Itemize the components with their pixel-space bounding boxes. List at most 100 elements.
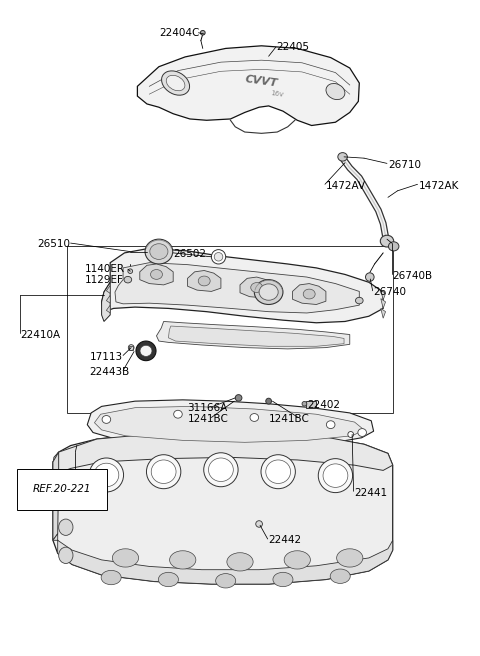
Ellipse shape: [388, 242, 399, 251]
Polygon shape: [53, 431, 393, 473]
Ellipse shape: [128, 344, 134, 350]
Ellipse shape: [266, 398, 272, 404]
Ellipse shape: [59, 547, 73, 564]
Polygon shape: [140, 264, 173, 285]
Polygon shape: [137, 46, 360, 125]
Text: CVVT: CVVT: [244, 74, 278, 89]
Ellipse shape: [94, 463, 119, 487]
Text: 1241BC: 1241BC: [269, 414, 310, 424]
Ellipse shape: [251, 283, 263, 293]
Text: 22404C: 22404C: [159, 28, 199, 38]
Ellipse shape: [174, 410, 182, 418]
Text: 26740: 26740: [373, 287, 407, 297]
Polygon shape: [53, 431, 393, 584]
Polygon shape: [292, 283, 326, 304]
Ellipse shape: [256, 521, 263, 527]
Text: 1129EF: 1129EF: [85, 275, 124, 285]
Ellipse shape: [102, 415, 111, 423]
Ellipse shape: [326, 420, 335, 428]
Ellipse shape: [259, 284, 278, 300]
Polygon shape: [381, 298, 385, 308]
Polygon shape: [102, 282, 110, 321]
Polygon shape: [107, 285, 110, 293]
Ellipse shape: [336, 549, 363, 567]
Ellipse shape: [358, 428, 366, 436]
Ellipse shape: [235, 395, 242, 401]
Ellipse shape: [200, 30, 205, 35]
Ellipse shape: [365, 273, 374, 281]
Text: 26740B: 26740B: [393, 271, 433, 281]
Text: 1241BC: 1241BC: [188, 414, 228, 424]
Polygon shape: [53, 452, 59, 541]
Ellipse shape: [356, 297, 363, 304]
Polygon shape: [107, 295, 110, 303]
Ellipse shape: [211, 250, 226, 264]
Ellipse shape: [208, 458, 233, 482]
Ellipse shape: [150, 244, 168, 259]
Text: 26502: 26502: [173, 249, 206, 259]
Polygon shape: [381, 290, 385, 300]
Ellipse shape: [318, 459, 353, 493]
Ellipse shape: [89, 458, 123, 492]
Text: 22442: 22442: [269, 535, 302, 545]
Ellipse shape: [380, 236, 394, 247]
Ellipse shape: [302, 401, 307, 406]
Text: 22410A: 22410A: [21, 329, 60, 340]
Ellipse shape: [151, 460, 176, 483]
Ellipse shape: [204, 453, 238, 487]
Polygon shape: [240, 277, 274, 298]
Ellipse shape: [198, 276, 210, 286]
Ellipse shape: [326, 83, 345, 100]
Ellipse shape: [250, 413, 259, 421]
Ellipse shape: [214, 253, 223, 261]
Text: 1472AK: 1472AK: [419, 180, 459, 191]
Ellipse shape: [59, 489, 73, 506]
Polygon shape: [95, 406, 364, 442]
Text: 17113: 17113: [90, 352, 123, 361]
Ellipse shape: [128, 269, 132, 274]
Text: 22405: 22405: [276, 42, 309, 52]
Text: 22441: 22441: [355, 487, 388, 498]
Ellipse shape: [136, 341, 156, 361]
Ellipse shape: [216, 573, 236, 588]
Text: 1140ER: 1140ER: [85, 264, 125, 274]
Text: 16v: 16v: [270, 91, 284, 98]
Ellipse shape: [162, 71, 190, 95]
Ellipse shape: [59, 519, 73, 535]
Polygon shape: [306, 401, 316, 407]
Ellipse shape: [146, 455, 181, 489]
Ellipse shape: [124, 276, 132, 283]
Polygon shape: [115, 262, 360, 313]
Ellipse shape: [158, 572, 179, 586]
Ellipse shape: [284, 551, 311, 569]
Ellipse shape: [261, 455, 295, 489]
Ellipse shape: [330, 569, 350, 583]
Polygon shape: [87, 400, 373, 447]
Ellipse shape: [166, 75, 185, 91]
Text: 1472AV: 1472AV: [326, 180, 366, 191]
Polygon shape: [102, 249, 383, 323]
Ellipse shape: [101, 570, 121, 584]
Ellipse shape: [145, 239, 173, 264]
Ellipse shape: [323, 464, 348, 487]
Ellipse shape: [227, 553, 253, 571]
Text: 22443B: 22443B: [90, 367, 130, 377]
Polygon shape: [107, 305, 110, 313]
Text: REF.20-221: REF.20-221: [33, 484, 91, 495]
Polygon shape: [53, 534, 393, 584]
Ellipse shape: [266, 460, 290, 483]
Ellipse shape: [348, 432, 354, 438]
Text: 31166A: 31166A: [188, 403, 228, 413]
Polygon shape: [381, 308, 385, 318]
Ellipse shape: [303, 289, 315, 299]
Ellipse shape: [254, 279, 283, 304]
Text: 22402: 22402: [307, 400, 340, 410]
Ellipse shape: [338, 153, 348, 161]
Text: 26510: 26510: [37, 239, 71, 249]
Ellipse shape: [112, 549, 139, 567]
Ellipse shape: [169, 551, 196, 569]
Ellipse shape: [151, 270, 162, 279]
Ellipse shape: [273, 572, 293, 586]
Polygon shape: [168, 326, 344, 346]
Ellipse shape: [140, 345, 152, 356]
